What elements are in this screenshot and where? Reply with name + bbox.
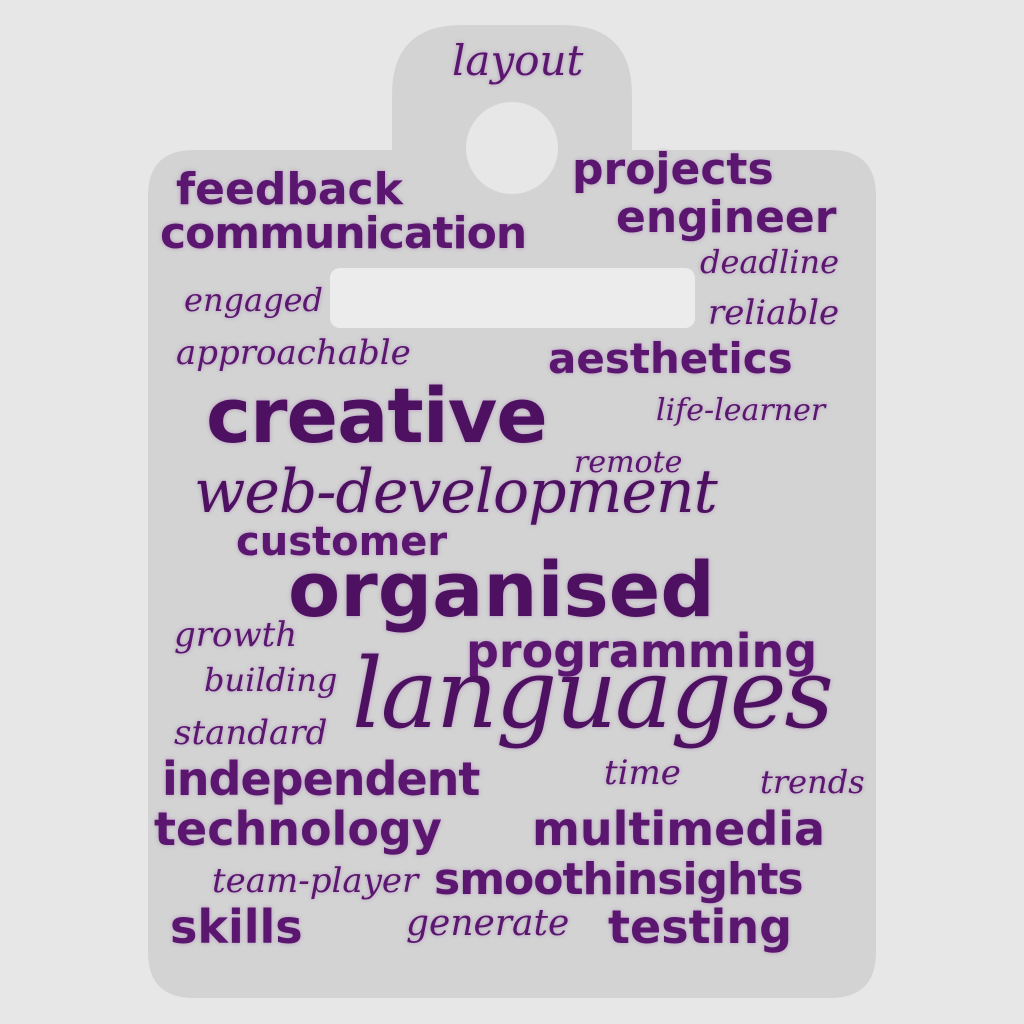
- word-multimedia: multimedia: [532, 802, 826, 856]
- word-engineer: engineer: [616, 192, 837, 243]
- word-web-development: web-development: [194, 457, 718, 527]
- word-technology: technology: [154, 802, 442, 856]
- word-customer: customer: [236, 519, 448, 565]
- word-life-learner: life-learner: [656, 393, 826, 428]
- word-organised: organised: [288, 545, 715, 634]
- word-approachable: approachable: [176, 333, 411, 373]
- word-layout: layout: [452, 36, 584, 85]
- word-deadline: deadline: [700, 243, 839, 281]
- word-creative: creative: [206, 371, 548, 460]
- word-projects: projects: [572, 144, 774, 195]
- word-generate: generate: [406, 903, 570, 944]
- lanyard-hole: [466, 102, 558, 194]
- name-slot: [330, 268, 695, 328]
- word-communication: communication: [160, 208, 527, 259]
- word-skills: skills: [170, 900, 303, 954]
- word-engaged: engaged: [184, 281, 324, 319]
- word-programming: programming: [466, 624, 818, 678]
- word-independent: independent: [162, 752, 480, 806]
- badge-body: [148, 25, 876, 998]
- word-reliable: reliable: [708, 293, 840, 333]
- word-smoothinsights: smoothinsights: [434, 854, 804, 905]
- word-testing: testing: [608, 900, 792, 954]
- word-time: time: [604, 753, 681, 793]
- word-aesthetics: aesthetics: [548, 334, 793, 383]
- word-feedback: feedback: [176, 164, 403, 215]
- word-standard: standard: [174, 713, 328, 753]
- word-building: building: [204, 661, 338, 699]
- word-team-player: team-player: [212, 861, 419, 901]
- word-growth: growth: [174, 615, 298, 655]
- word-trends: trends: [760, 763, 865, 801]
- word-remote: remote: [574, 445, 683, 480]
- word-languages: languages: [352, 638, 834, 750]
